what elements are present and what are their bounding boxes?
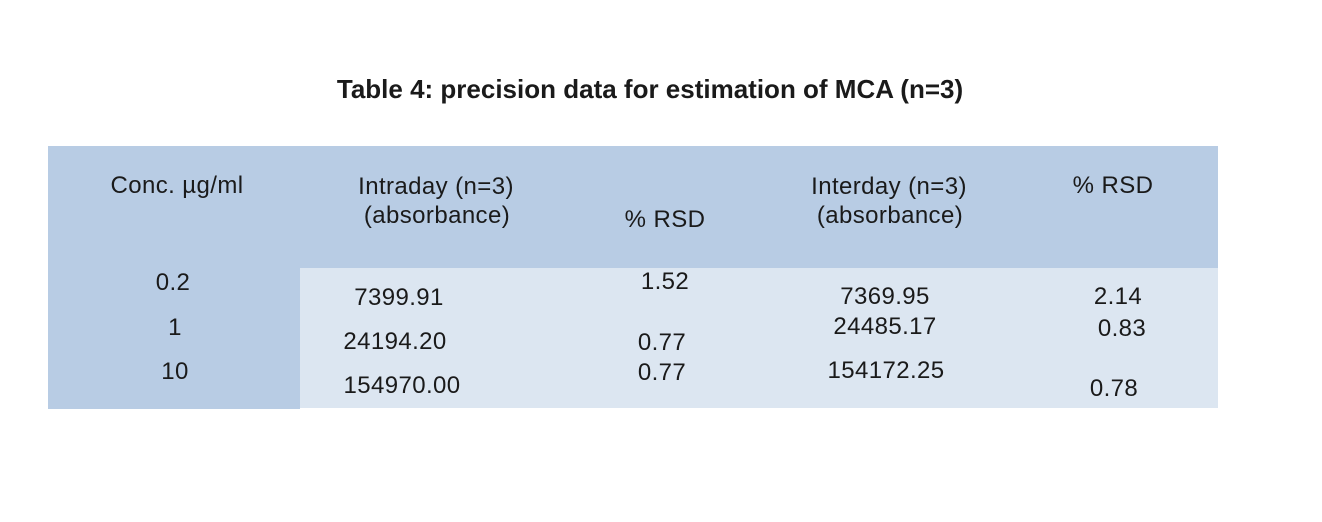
cell-intraday-row1: 7399.91 bbox=[354, 284, 444, 311]
cell-conc-row2: 1 bbox=[168, 314, 182, 341]
cell-rsd-interday-row1: 2.14 bbox=[1093, 283, 1143, 310]
cell-rsd-intraday-row2: 0.77 bbox=[637, 329, 687, 356]
cell-interday-row2: 24485.17 bbox=[833, 313, 937, 340]
cell-intraday-row3: 154970.00 bbox=[343, 372, 461, 399]
cell-interday-row1: 7369.95 bbox=[840, 283, 930, 310]
cell-interday-row3: 154172.25 bbox=[827, 357, 945, 384]
cell-conc-row1: 0.2 bbox=[155, 269, 191, 296]
table-caption: Table 4: precision data for estimation o… bbox=[336, 74, 964, 104]
cell-rsd-intraday-row1: 1.52 bbox=[640, 268, 690, 295]
cell-rsd-interday-row2: 0.83 bbox=[1097, 315, 1147, 342]
cell-rsd-intraday-row3: 0.77 bbox=[637, 359, 687, 386]
cell-rsd-interday-row3: 0.78 bbox=[1089, 375, 1139, 402]
cell-conc-row3: 10 bbox=[161, 358, 189, 385]
cell-intraday-row2: 24194.20 bbox=[343, 328, 447, 355]
header-intraday-subline: (absorbance) bbox=[363, 202, 511, 229]
header-conc: Conc. µg/ml bbox=[110, 172, 244, 199]
header-interday: Interday (n=3) bbox=[811, 173, 967, 200]
header-interday-subline: (absorbance) bbox=[816, 202, 964, 229]
conc-column-background bbox=[48, 268, 300, 409]
table-header-background bbox=[48, 146, 1218, 268]
header-rsd-interday: % RSD bbox=[1072, 172, 1154, 199]
table-body-background bbox=[300, 268, 1218, 408]
header-intraday: Intraday (n=3) bbox=[358, 173, 514, 200]
header-rsd-intraday: % RSD bbox=[624, 206, 706, 233]
